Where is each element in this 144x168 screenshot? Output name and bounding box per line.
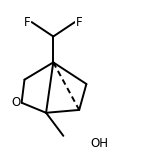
Text: OH: OH [91,137,109,150]
Text: F: F [76,16,83,29]
Text: O: O [11,96,20,109]
Text: F: F [24,16,30,29]
